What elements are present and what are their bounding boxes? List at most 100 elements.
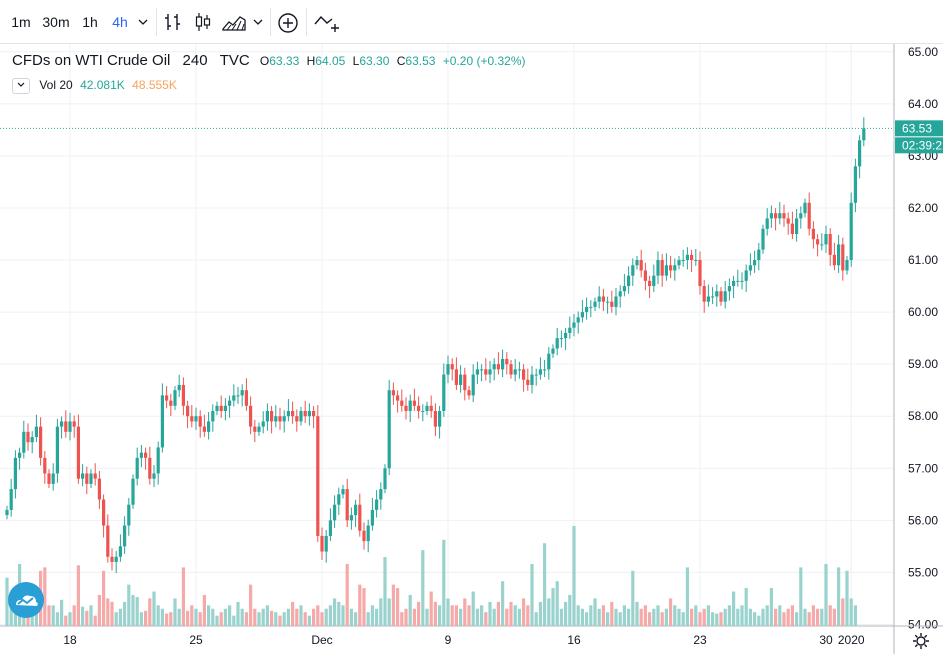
- candle-body: [522, 369, 526, 380]
- volume-bar: [249, 584, 253, 626]
- volume-bar: [303, 612, 307, 626]
- volume-bar: [711, 612, 715, 626]
- collapse-legend-button[interactable]: [12, 78, 30, 94]
- high-label: H: [306, 54, 316, 68]
- candle-body: [333, 504, 337, 521]
- volume-bar: [102, 570, 106, 626]
- volume-bar: [639, 608, 643, 626]
- volume-bar: [618, 612, 622, 626]
- volume-bar: [513, 605, 517, 626]
- candle-body: [803, 202, 807, 214]
- symbol-legend: CFDs on WTI Crude Oil 240 TVC O63.33 H64…: [12, 52, 526, 69]
- volume-bar: [114, 612, 118, 626]
- bars-chart-icon[interactable]: [163, 12, 183, 32]
- candle-body: [858, 140, 862, 167]
- volume-bar: [656, 605, 660, 626]
- symbol-name[interactable]: CFDs on WTI Crude Oil: [12, 52, 171, 69]
- price-axis-label: 60.00: [908, 305, 938, 319]
- candle-body: [383, 468, 387, 490]
- volume-bar: [509, 601, 513, 626]
- volume-label[interactable]: Vol: [39, 78, 57, 93]
- volume-bar: [194, 608, 198, 626]
- candle-body: [727, 286, 731, 292]
- interval-4h-button[interactable]: 4h: [112, 14, 128, 30]
- candle-body: [47, 473, 51, 484]
- candle-body: [517, 369, 521, 371]
- volume-bar: [228, 605, 232, 626]
- volume-bar: [576, 605, 580, 626]
- volume-bar: [782, 612, 786, 626]
- volume-bar: [685, 567, 689, 626]
- candle-body: [400, 400, 404, 406]
- volume-bar: [522, 598, 526, 626]
- volume-bar: [34, 608, 38, 626]
- volume-bar: [72, 605, 76, 626]
- candle-body: [114, 556, 118, 562]
- candle-body: [22, 431, 26, 453]
- candle-body: [622, 286, 626, 292]
- volume-bar: [299, 605, 303, 626]
- volume-bar: [597, 608, 601, 626]
- candle-body: [253, 426, 257, 432]
- area-chart-icon[interactable]: [222, 12, 246, 32]
- compare-symbol-icon[interactable]: [313, 12, 341, 34]
- volume-bar: [421, 550, 425, 626]
- volume-bar: [849, 598, 853, 626]
- volume-bar: [450, 605, 454, 626]
- candle-body: [811, 228, 815, 240]
- volume-bar: [177, 608, 181, 626]
- candle-body: [379, 489, 383, 500]
- candle-body: [320, 535, 324, 552]
- chart-canvas[interactable]: 65.0064.0063.0062.0061.0060.0059.0058.00…: [0, 44, 943, 654]
- volume-bar: [286, 608, 290, 626]
- volume-bar: [383, 557, 387, 626]
- volume-bar: [492, 608, 496, 626]
- candle-body: [257, 426, 261, 432]
- price-axis-label: 55.00: [908, 565, 938, 579]
- candle-body: [425, 405, 429, 412]
- volume-bar: [614, 608, 618, 626]
- volume-bar: [131, 594, 135, 626]
- gear-icon[interactable]: [912, 632, 930, 650]
- candle-body: [853, 166, 857, 203]
- chevron-down-icon[interactable]: [252, 16, 264, 28]
- candle-body: [593, 301, 597, 307]
- volume-bar: [244, 612, 248, 626]
- add-indicator-icon[interactable]: [277, 12, 299, 34]
- candle-body: [291, 411, 295, 417]
- volume-bar: [799, 567, 803, 626]
- volume-bar: [412, 608, 416, 626]
- candle-body: [97, 478, 101, 500]
- interval-1h-button[interactable]: 1h: [82, 14, 98, 30]
- tradingview-logo[interactable]: [8, 582, 44, 618]
- candle-body: [102, 499, 106, 526]
- volume-bar: [219, 612, 223, 626]
- volume-bar: [417, 601, 421, 626]
- volume-bar: [496, 601, 500, 626]
- volume-bar: [307, 615, 311, 626]
- volume-bar: [845, 570, 849, 626]
- candle-body: [362, 530, 366, 542]
- volume-bar: [127, 584, 131, 626]
- candle-body: [13, 457, 17, 490]
- volume-bar: [795, 612, 799, 626]
- interval-1m-button[interactable]: 1m: [11, 14, 31, 30]
- candle-body: [345, 489, 349, 521]
- volume-bar: [463, 598, 467, 626]
- interval-30m-button[interactable]: 30m: [42, 14, 70, 30]
- chevron-down-icon[interactable]: [137, 16, 149, 28]
- candle-body: [123, 525, 127, 547]
- candle-body: [723, 291, 727, 302]
- volume-bar: [375, 608, 379, 626]
- volume-bar: [841, 598, 845, 626]
- candle-body: [64, 421, 68, 432]
- candles-chart-icon[interactable]: [193, 12, 213, 32]
- candle-body: [564, 332, 568, 339]
- candle-body: [68, 421, 72, 432]
- candle-body: [769, 213, 773, 219]
- chart-area[interactable]: 65.00 64.00 63.00 62.00 61.00 60.00 59.00 58.00…: [0, 44, 943, 654]
- countdown-tag: [895, 137, 943, 154]
- candle-body: [391, 390, 395, 396]
- candle-body: [547, 353, 551, 370]
- candle-body: [555, 338, 559, 349]
